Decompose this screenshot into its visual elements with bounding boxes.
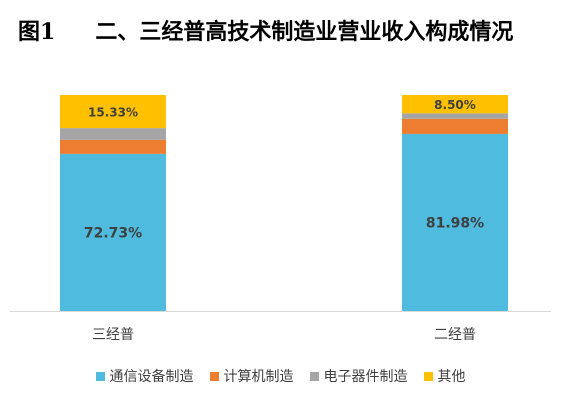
legend-item-comm: 通信设备制造: [95, 366, 194, 386]
data-label: 81.98%: [426, 215, 484, 231]
bar-segment-1: [402, 133, 508, 311]
data-label: 8.50%: [434, 98, 476, 112]
legend-label: 电子器件制造: [323, 369, 408, 385]
legend-swatch: [309, 371, 319, 381]
legend-item-other: 其他: [423, 366, 466, 386]
legend-label: 通信设备制造: [109, 369, 194, 385]
x-tick-label: 二经普: [434, 327, 476, 343]
bar-segment-3: [402, 113, 508, 119]
bar-segment-1: [60, 153, 166, 311]
legend-swatch: [423, 371, 433, 381]
bar-segment-4: [402, 95, 508, 114]
x-tick-labels: 三经普 二经普: [92, 327, 476, 343]
figure-number: 图1: [18, 19, 56, 45]
legend-label: 计算机制造: [223, 369, 294, 385]
data-label: 15.33%: [88, 106, 138, 120]
bar-segment-4: [60, 95, 166, 129]
legend-item-electronic: 电子器件制造: [309, 366, 408, 386]
legend-item-computer: 计算机制造: [209, 366, 294, 386]
bars-group: 72.73% 15.33% 81.98% 8.50%: [60, 95, 508, 311]
legend: 通信设备制造 计算机制造 电子器件制造 其他: [0, 366, 561, 386]
data-label: 72.73%: [84, 225, 142, 241]
x-tick-label: 三经普: [92, 327, 134, 343]
legend-swatch: [209, 371, 219, 381]
chart-title: 图1 二、三经普高技术制造业营业收入构成情况: [18, 14, 513, 46]
chart-title-text: 二、三经普高技术制造业营业收入构成情况: [95, 19, 514, 45]
bar-segment-3: [60, 128, 166, 140]
legend-swatch: [95, 371, 105, 381]
bar-segment-2: [60, 139, 166, 154]
legend-label: 其他: [437, 369, 466, 385]
bar-segment-2: [402, 118, 508, 134]
